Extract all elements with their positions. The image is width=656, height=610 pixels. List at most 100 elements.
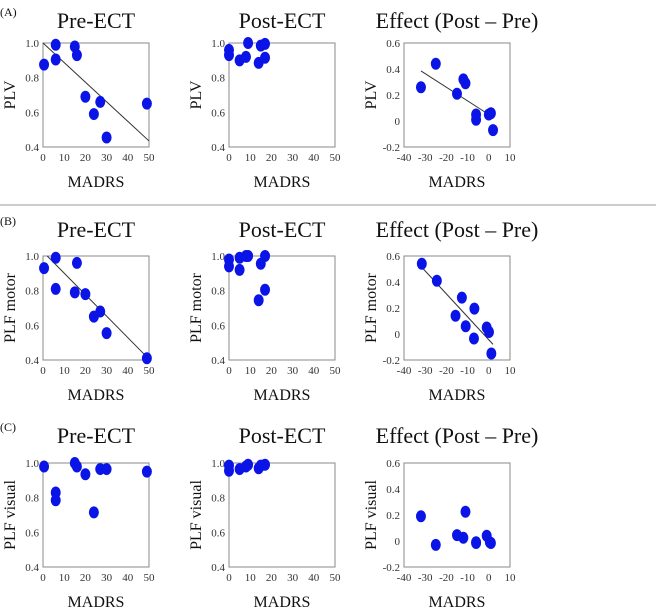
y-tick-label: 0.6 — [386, 458, 400, 470]
data-point — [469, 302, 480, 315]
data-point — [460, 320, 471, 333]
x-tick-label: 50 — [144, 365, 156, 377]
y-tick-label: 1.0 — [25, 251, 39, 263]
x-tick-label: 0 — [40, 572, 46, 584]
x-tick-label: 50 — [144, 152, 156, 164]
data-point — [141, 352, 152, 365]
plot-frame — [42, 42, 150, 148]
y-tick-label: 0.6 — [386, 251, 400, 263]
data-point — [240, 50, 251, 63]
plot-frame — [403, 42, 511, 148]
y-tick-label: 0.6 — [211, 527, 225, 539]
x-tick-label: 20 — [80, 572, 92, 584]
y-tick-label: 0.6 — [25, 320, 39, 332]
data-point — [141, 465, 152, 478]
x-tick-label: 50 — [330, 365, 342, 377]
y-axis-label: PLF visual — [363, 480, 380, 550]
x-tick-label: 20 — [80, 365, 92, 377]
data-point — [450, 309, 461, 322]
data-point — [50, 53, 61, 66]
x-tick-label: 10 — [59, 152, 71, 164]
x-tick-label: 50 — [144, 572, 156, 584]
data-point — [39, 58, 50, 71]
data-point — [50, 282, 61, 295]
data-point — [39, 460, 50, 473]
x-tick-label: -30 — [418, 572, 433, 584]
y-tick-label: 0.6 — [25, 107, 39, 119]
plot-frame — [403, 255, 511, 361]
scatter-panel: (B) Pre-ECT 0 10 20 30 40 50 0.4 0.6 0.8 1.0 MADRS PL… — [0, 214, 155, 404]
x-axis-label: MADRS — [254, 174, 311, 191]
x-tick-label: 10 — [505, 152, 517, 164]
y-tick-label: 1.0 — [211, 251, 225, 263]
regression-line — [420, 266, 494, 345]
y-tick-label: 0.8 — [211, 73, 225, 85]
data-point — [95, 305, 106, 318]
scatter-panel: Post-ECT 0 10 20 30 40 50 0.4 0.6 0.8 1.0 MADRS PLF … — [188, 423, 341, 610]
y-tick-label: 0.4 — [386, 277, 400, 289]
y-axis-label: PLF motor — [2, 272, 19, 342]
x-axis-label: MADRS — [254, 594, 311, 610]
data-point — [39, 262, 50, 275]
x-axis-label: MADRS — [429, 174, 486, 191]
x-tick-label: -20 — [439, 152, 454, 164]
x-tick-label: 20 — [266, 572, 278, 584]
data-point — [415, 510, 426, 523]
x-axis-label: MADRS — [68, 174, 125, 191]
data-point — [416, 257, 427, 270]
plot-frame — [228, 462, 336, 568]
y-tick-label: -0.2 — [383, 562, 400, 574]
x-axis-label: MADRS — [68, 594, 125, 610]
data-point — [430, 57, 441, 70]
data-point — [243, 458, 254, 471]
x-axis-label: MADRS — [68, 387, 125, 404]
y-tick-label: 0.6 — [386, 38, 400, 50]
x-tick-label: 30 — [287, 152, 299, 164]
y-tick-label: 0.8 — [25, 73, 39, 85]
panel-title: Pre-ECT — [57, 8, 136, 33]
x-tick-label: 0 — [486, 572, 492, 584]
panel-title: Post-ECT — [239, 423, 326, 448]
x-tick-label: 0 — [486, 365, 492, 377]
data-point — [243, 250, 254, 262]
x-tick-label: 30 — [287, 365, 299, 377]
y-tick-label: -0.2 — [383, 142, 400, 154]
y-tick-label: 0 — [395, 536, 401, 548]
data-point — [415, 81, 426, 94]
data-point — [50, 494, 61, 507]
plot-frame — [42, 462, 150, 568]
x-tick-label: 40 — [308, 365, 320, 377]
x-tick-label: -30 — [418, 365, 433, 377]
y-tick-label: 1.0 — [25, 38, 39, 50]
data-point — [88, 506, 99, 519]
y-tick-label: 0 — [395, 116, 401, 128]
x-tick-label: 40 — [308, 152, 320, 164]
y-tick-label: 0.2 — [386, 90, 400, 102]
data-point — [50, 38, 61, 51]
x-tick-label: 20 — [80, 152, 92, 164]
data-point — [80, 468, 91, 481]
x-tick-label: 10 — [245, 572, 257, 584]
x-tick-label: 10 — [59, 572, 71, 584]
data-point — [471, 113, 482, 126]
data-point — [253, 294, 264, 307]
x-tick-label: 40 — [308, 572, 320, 584]
y-tick-label: 1.0 — [25, 458, 39, 470]
panel-title: Pre-ECT — [57, 423, 136, 448]
y-axis-label: PLF visual — [2, 480, 19, 550]
y-tick-label: 0.4 — [211, 355, 225, 367]
data-point — [71, 256, 82, 269]
scatter-panel: Effect (Post – Pre) -40 -30 -20 -10 0 10 -0.2 0 0… — [363, 423, 538, 610]
x-tick-label: -40 — [397, 152, 412, 164]
x-tick-label: -10 — [460, 572, 475, 584]
y-tick-label: 0.8 — [25, 493, 39, 505]
y-tick-label: 0.2 — [386, 510, 400, 522]
data-point — [88, 108, 99, 121]
scatter-panel: Post-ECT 0 10 20 30 40 50 0.4 0.6 0.8 1.0 MADRS PLV — [188, 8, 341, 191]
y-axis-label: PLF visual — [188, 480, 205, 550]
data-point — [224, 49, 234, 62]
data-point — [101, 327, 112, 340]
x-tick-label: 40 — [122, 572, 134, 584]
x-tick-label: 0 — [226, 572, 232, 584]
x-tick-label: 40 — [122, 152, 134, 164]
